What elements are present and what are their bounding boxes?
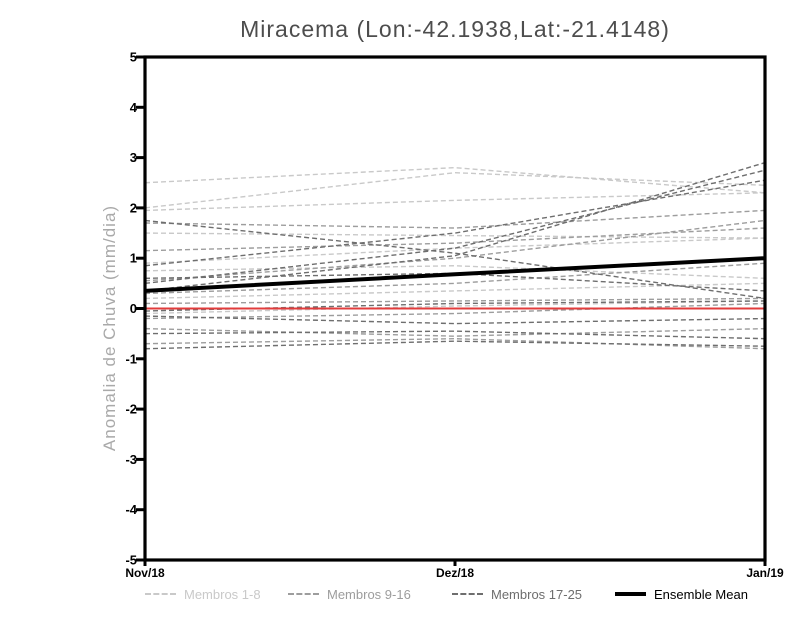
x-tick-label: Dez/18 [436,566,474,580]
legend-item-membros-1-8: Membros 1-8 [145,586,261,602]
member-line [144,179,766,267]
x-tick-label: Jan/19 [746,566,784,580]
member-line [144,330,766,340]
chart-title: Miracema (Lon:-42.1938,Lat:-21.4148) [240,16,670,42]
member-line [144,340,766,350]
member-line [144,169,766,285]
legend-label: Ensemble Mean [654,586,748,602]
member-line [144,297,766,305]
member-line [144,300,766,312]
legend-label: Membros 17-25 [491,586,583,602]
member-line [144,166,766,194]
member-line [144,282,766,300]
y-tick-label: 1 [130,251,137,266]
y-tick-label: -4 [125,502,137,517]
ensemble-mean-line [144,256,766,293]
y-tick-label: 2 [130,200,137,215]
member-line [144,232,766,239]
member-line [144,315,766,325]
member-line [144,209,766,229]
member-line [144,192,766,212]
member-line [144,262,766,295]
member-line [144,219,766,300]
legend-item-membros-9-16: Membros 9-16 [288,586,411,602]
y-tick-label: 5 [130,50,137,65]
dashed-line-sample-icon [452,593,483,595]
member-line [144,302,766,320]
member-line [144,327,766,337]
legend-label: Membros 1-8 [184,586,261,602]
member-line [144,300,766,315]
x-tick-label: Nov/18 [125,566,165,580]
member-line [144,265,766,280]
y-tick-label: -5 [125,553,137,568]
solid-line-sample-icon [615,592,646,596]
dashed-line-sample-icon [145,593,176,595]
y-tick-label: -1 [125,351,137,366]
legend-item-ensemble-mean: Ensemble Mean [615,586,748,602]
member-line [144,219,766,282]
legend-label: Membros 9-16 [327,586,411,602]
y-tick-label: -2 [125,402,137,417]
legend-item-membros-17-25: Membros 17-25 [452,586,582,602]
member-line [144,337,766,350]
y-tick-label: 3 [130,150,137,165]
y-tick-label: 0 [130,301,137,316]
y-tick-label: -3 [125,452,137,467]
member-line [144,237,766,264]
y-tick-label: 4 [130,100,138,115]
dashed-line-sample-icon [288,593,319,595]
